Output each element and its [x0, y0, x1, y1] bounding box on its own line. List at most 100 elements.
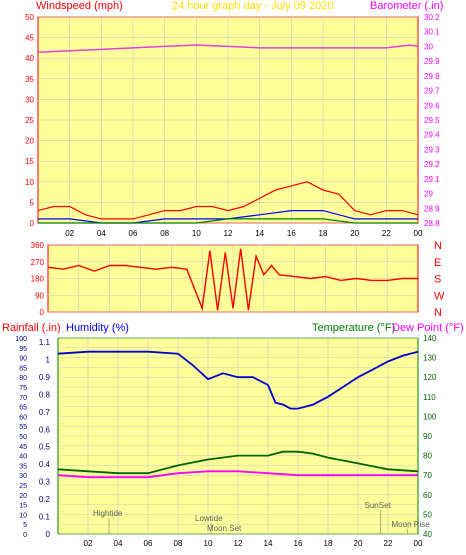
rainfall-tick-label: 0 [46, 530, 51, 539]
series-line-humidity [57, 350, 419, 410]
y2-tick-label: 30.2 [424, 13, 440, 22]
rainfall-tick-label: 0.6 [39, 425, 51, 434]
y2-tick-label: 30.1 [424, 28, 440, 37]
x-tick-label: 20 [350, 229, 359, 238]
y-tick-label: 35 [25, 75, 34, 84]
compass-label: E [434, 257, 441, 269]
y-tick-label: 180 [31, 275, 45, 284]
y2-tick-label: 29.5 [424, 116, 440, 125]
y-tick-label: 25 [25, 116, 34, 125]
humidity-tick-label: 15 [19, 503, 27, 510]
rainfall-tick-label: 0.1 [39, 513, 51, 522]
y2-tick-label: 29.6 [424, 101, 440, 110]
humidity-tick-label: 35 [19, 463, 27, 470]
x-tick-labels: 02 04 06 08 10 12 14 16 18 20 22 00 [84, 539, 423, 548]
humidity-tick-label: 50 [19, 434, 27, 441]
right-axis-label: Barometer (.in) [370, 0, 443, 12]
x-tick-label: 00 [414, 229, 423, 238]
y2-tick-label: 29 [424, 190, 433, 199]
y-tick-label: 50 [25, 13, 34, 22]
x-tick-label: 10 [192, 229, 201, 238]
compass-label: N [434, 240, 442, 252]
temperature-tick-label: 80 [423, 452, 432, 461]
annotation-label: Moon Set [207, 524, 242, 533]
x-tick-label: 06 [144, 539, 153, 548]
y-tick-label: 15 [25, 157, 34, 166]
x-tick-label: 02 [84, 539, 93, 548]
humidity-tick-label: 70 [19, 395, 27, 402]
x-tick-label: 16 [294, 539, 303, 548]
gridlines [48, 244, 418, 313]
rainfall-tick-label: 0.4 [39, 460, 51, 469]
rainfall-tick-label: 0.2 [39, 495, 51, 504]
y-tick-label: 0 [40, 308, 45, 317]
x-tick-label: 14 [264, 539, 273, 548]
left-tick-labels: 0 5 10 15 20 25 30 35 40 45 50 [25, 13, 34, 228]
humidity-tick-label: 5 [23, 522, 27, 529]
y-tick-label: 270 [31, 258, 45, 267]
humidity-temp-panel: 0 0.1 0.2 0.3 0.4 0.5 0.6 0.7 0.8 0.9 1 1.1 0 5 10 15 2… [2, 322, 464, 548]
humidity-tick-label: 20 [19, 493, 27, 500]
temperature-tick-label: 140 [423, 334, 437, 343]
humidity-tick-label: 40 [19, 454, 27, 461]
x-tick-label: 12 [234, 539, 243, 548]
humidity-tick-label: 80 [19, 375, 27, 382]
y2-tick-label: 29.4 [424, 131, 440, 140]
humidity-tick-label: 0 [23, 532, 27, 539]
annotation-label: Lowtide [195, 514, 223, 523]
y2-tick-label: 29.1 [424, 175, 440, 184]
x-tick-label: 02 [65, 229, 74, 238]
temperature-tick-label: 60 [423, 491, 432, 500]
y2-tick-label: 28.8 [424, 219, 440, 228]
y2-tick-label: 30 [424, 42, 433, 51]
series-line-wind-gust [37, 181, 419, 220]
annotation-label: Moon Rise [392, 520, 431, 529]
temperature-tick-label: 120 [423, 373, 437, 382]
x-tick-label: 22 [384, 539, 393, 548]
humidity-tick-label: 25 [19, 483, 27, 490]
humidity-tick-label: 55 [19, 424, 27, 431]
x-tick-labels: 02 04 06 08 10 12 14 16 18 20 22 00 [65, 229, 423, 238]
series-line-wind-avg [38, 218, 418, 224]
x-tick-label: 18 [324, 539, 333, 548]
humidity-tick-labels: 0 5 10 15 20 25 30 35 40 45 50 55 60 65 70 75 80 85 90 95 10… [15, 336, 27, 539]
temperature-tick-label: 110 [423, 393, 436, 402]
humidity-tick-label: 45 [19, 444, 27, 451]
temperature-axis-label: Temperature (°F) [312, 322, 395, 334]
x-tick-label: 16 [287, 229, 296, 238]
x-tick-label: 08 [174, 539, 183, 548]
rainfall-tick-label: 0.9 [39, 373, 51, 382]
humidity-tick-label: 60 [19, 414, 27, 421]
x-tick-label: 04 [114, 539, 123, 548]
humidity-tick-label: 90 [19, 356, 27, 363]
y2-tick-label: 29.2 [424, 160, 440, 169]
left-tick-labels: 0 90 180 270 360 [31, 241, 45, 317]
compass-label: N [434, 307, 442, 319]
y-tick-label: 40 [25, 54, 34, 63]
humidity-tick-label: 65 [19, 405, 27, 412]
annotation-label: SunSet [365, 501, 392, 510]
y-tick-label: 10 [25, 178, 34, 187]
y-tick-label: 45 [25, 34, 34, 43]
y-tick-label: 20 [25, 137, 34, 146]
x-tick-label: 06 [129, 229, 138, 238]
x-tick-label: 00 [414, 539, 423, 548]
temperature-tick-label: 40 [423, 530, 432, 539]
x-tick-label: 10 [204, 539, 213, 548]
y-tick-label: 360 [31, 241, 45, 250]
x-tick-label: 04 [97, 229, 106, 238]
humidity-axis-label: Humidity (%) [66, 322, 129, 334]
humidity-tick-label: 30 [19, 473, 27, 480]
humidity-tick-label: 75 [19, 385, 27, 392]
gridlines [38, 16, 418, 224]
y2-tick-label: 29.3 [424, 145, 440, 154]
series-group [47, 248, 418, 312]
rainfall-tick-label: 0.5 [39, 443, 51, 452]
series-line-temperature [57, 450, 419, 475]
x-tick-label: 22 [382, 229, 391, 238]
temperature-tick-label: 100 [423, 412, 437, 421]
